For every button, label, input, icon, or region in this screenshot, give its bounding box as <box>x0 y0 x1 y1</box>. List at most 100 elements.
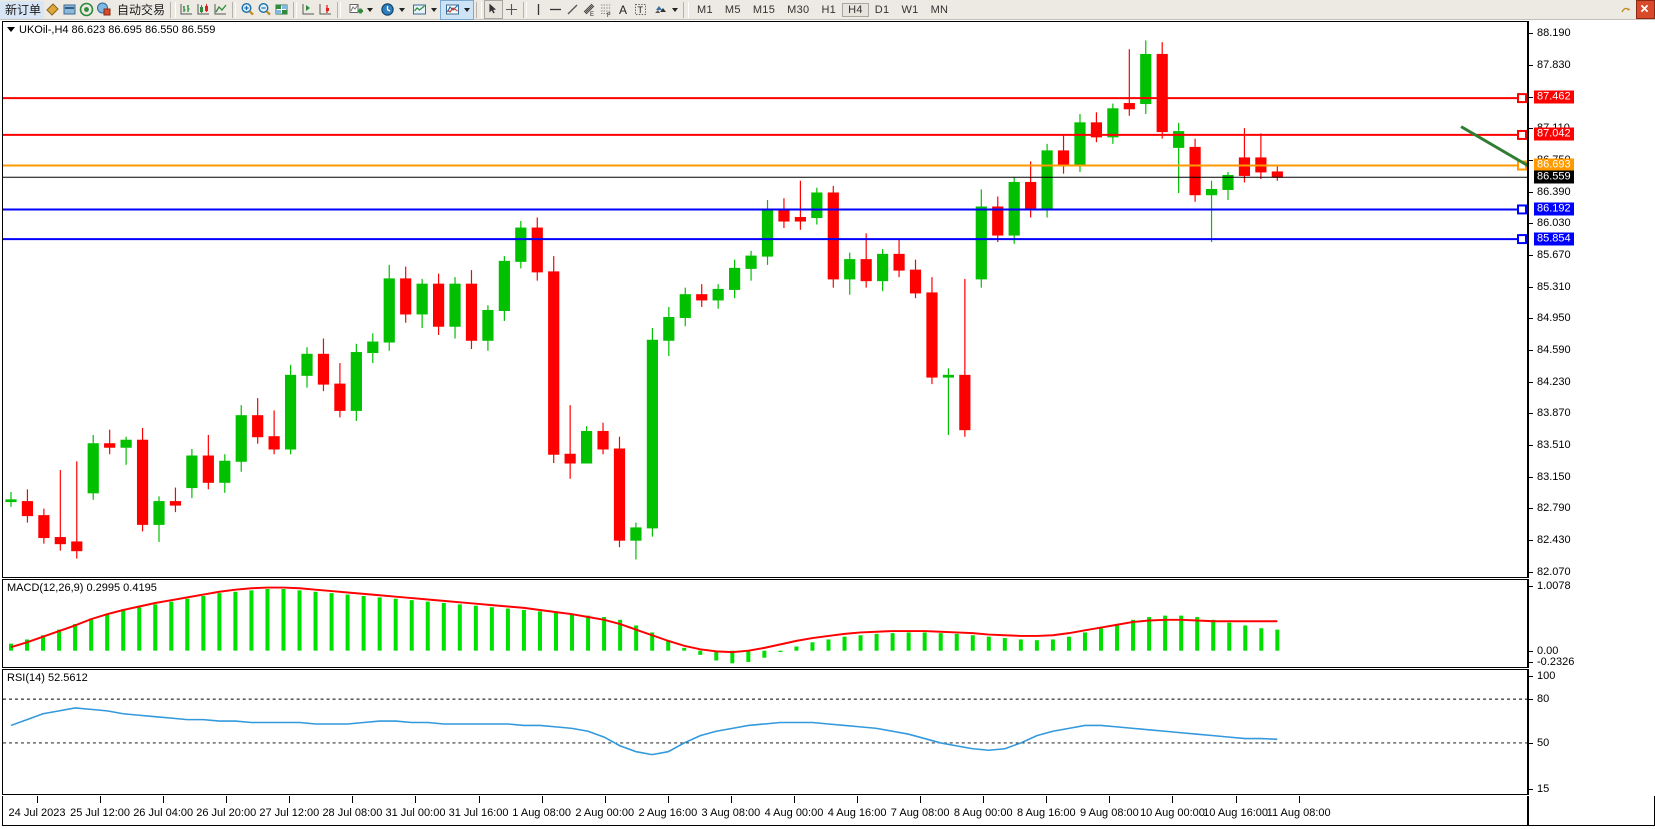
time-label: 11 Aug 08:00 <box>1266 807 1331 819</box>
bar-chart-icon[interactable] <box>178 1 195 18</box>
time-tick <box>289 796 291 803</box>
time-label: 2 Aug 16:00 <box>638 807 698 819</box>
chart-shift-icon[interactable] <box>317 1 334 18</box>
time-tick <box>793 796 795 803</box>
time-axis[interactable]: 24 Jul 2023 25 Jul 12:00 26 Jul 04:00 26 Ju… <box>2 796 1528 826</box>
rsi-tick: 80 <box>1529 693 1549 705</box>
timeframe-h1[interactable]: H1 <box>821 3 837 16</box>
price-tick: 84.950 <box>1529 312 1571 324</box>
price-tag-support[interactable]: 86.192 <box>1534 202 1574 216</box>
time-label: 10 Aug 16:00 <box>1203 807 1268 819</box>
price-tag-pivot[interactable]: 86.693 <box>1534 158 1574 172</box>
zoom-out-icon[interactable] <box>256 1 273 18</box>
terminal-icon[interactable] <box>95 1 112 18</box>
symbol-ohlc-text: UKOil-,H4 86.623 86.695 86.550 86.559 <box>19 24 216 36</box>
vertical-line-icon[interactable] <box>530 1 547 18</box>
time-tick <box>37 796 38 803</box>
timeframe-h4[interactable]: H4 <box>842 2 869 17</box>
autotrading-button[interactable]: 自动交易 <box>112 1 168 19</box>
equidistant-channel-icon[interactable]: E <box>581 1 598 18</box>
timeframe-m30[interactable]: M30 <box>787 3 810 16</box>
price-tick: 82.430 <box>1529 534 1571 546</box>
rsi-tick: 100 <box>1529 670 1555 682</box>
time-tick <box>478 796 480 803</box>
time-tick <box>857 796 859 803</box>
time-tick <box>1235 796 1237 803</box>
shapes-dropdown-caret[interactable] <box>672 7 679 12</box>
period-button[interactable] <box>376 1 408 19</box>
period-dropdown-caret[interactable] <box>399 7 406 12</box>
toolbar-separator-2 <box>293 1 298 18</box>
price-scale[interactable]: 88.19087.83087.47087.11086.75086.39086.0… <box>1528 21 1655 578</box>
timeframe-m1[interactable]: M1 <box>697 3 713 16</box>
macd-pane[interactable]: MACD(12,26,9) 0.2995 0.4195 <box>2 579 1528 668</box>
price-tick: 86.390 <box>1529 186 1571 198</box>
macd-plot <box>8 586 1280 664</box>
price-tag-support[interactable]: 85.854 <box>1534 232 1574 246</box>
time-tick <box>667 796 669 803</box>
time-tick <box>541 796 543 803</box>
time-label: 9 Aug 08:00 <box>1080 807 1139 819</box>
shapes-button[interactable] <box>649 1 681 19</box>
toolbar-grip-2[interactable] <box>476 1 483 18</box>
text-icon[interactable]: A <box>615 1 632 18</box>
close-icon[interactable] <box>1636 0 1655 19</box>
price-tag-resistance[interactable]: 87.042 <box>1534 127 1574 141</box>
price-tick: 84.230 <box>1529 376 1571 388</box>
toolbar-grip-1[interactable] <box>170 1 177 18</box>
candlestick-chart-icon[interactable] <box>195 1 212 18</box>
cursor-icon[interactable] <box>484 0 504 19</box>
expert-advisors-icon[interactable] <box>44 1 61 18</box>
help-icon[interactable] <box>1617 1 1634 18</box>
rsi-pane[interactable]: RSI(14) 52.5612 <box>2 669 1528 795</box>
time-label: 4 Aug 00:00 <box>764 807 824 819</box>
fibonacci-icon[interactable]: F <box>598 1 615 19</box>
clock-icon <box>379 1 396 18</box>
grid-icon[interactable] <box>273 1 290 18</box>
timeframe-w1[interactable]: W1 <box>901 3 919 16</box>
svg-text:T: T <box>638 5 644 15</box>
toolbar-grip-3[interactable] <box>683 1 690 18</box>
macd-tick: 0.00 <box>1529 645 1558 657</box>
time-label: 4 Aug 16:00 <box>827 807 887 819</box>
timeframe-d1[interactable]: D1 <box>874 3 890 16</box>
toolbar-separator-4 <box>523 1 528 18</box>
templates-dropdown-caret[interactable] <box>431 7 438 12</box>
chart-canvas-area[interactable]: UKOil-,H4 86.623 86.695 86.550 86.559 88… <box>0 21 1655 829</box>
new-order-button[interactable]: 新订单 <box>0 0 45 19</box>
price-tick: 88.190 <box>1529 27 1571 39</box>
horizontal-line-icon[interactable] <box>547 1 564 18</box>
trendline-icon[interactable] <box>564 1 581 18</box>
template-list-button[interactable] <box>440 0 475 20</box>
price-plot <box>3 40 1527 560</box>
price-tag-resistance[interactable]: 87.462 <box>1534 90 1574 104</box>
indicators-dropdown-caret[interactable] <box>367 7 374 12</box>
time-label: 1 Aug 08:00 <box>512 807 572 819</box>
price-tick: 85.670 <box>1529 249 1571 261</box>
shapes-icon <box>652 1 669 18</box>
timeframe-m5[interactable]: M5 <box>724 3 741 16</box>
auto-scroll-icon[interactable] <box>300 1 317 18</box>
data-window-icon[interactable] <box>61 1 78 18</box>
time-tick <box>983 796 985 803</box>
timeframe-m15[interactable]: M15 <box>752 3 776 16</box>
time-label: 3 Aug 08:00 <box>701 807 761 819</box>
crosshair-icon[interactable] <box>503 1 520 18</box>
timeframe-mn[interactable]: MN <box>930 3 949 16</box>
zoom-in-icon[interactable] <box>239 1 256 18</box>
templates-button[interactable] <box>408 1 440 19</box>
template-list-caret[interactable] <box>464 7 471 12</box>
time-tick <box>604 796 606 803</box>
chart-dropdown-icon[interactable] <box>7 27 15 32</box>
time-tick <box>163 796 165 803</box>
line-chart-icon[interactable] <box>212 1 229 18</box>
price-tick: 83.510 <box>1529 439 1571 451</box>
price-tag-last-price[interactable]: 86.559 <box>1534 170 1574 184</box>
svg-text:E: E <box>590 12 594 18</box>
indicators-button[interactable] <box>344 1 376 19</box>
time-label: 7 Aug 08:00 <box>890 807 950 819</box>
navigator-icon[interactable] <box>78 1 95 18</box>
price-pane[interactable]: UKOil-,H4 86.623 86.695 86.550 86.559 <box>2 21 1528 578</box>
time-label: 24 Jul 2023 <box>8 807 66 819</box>
text-label-icon[interactable]: T <box>632 1 649 18</box>
